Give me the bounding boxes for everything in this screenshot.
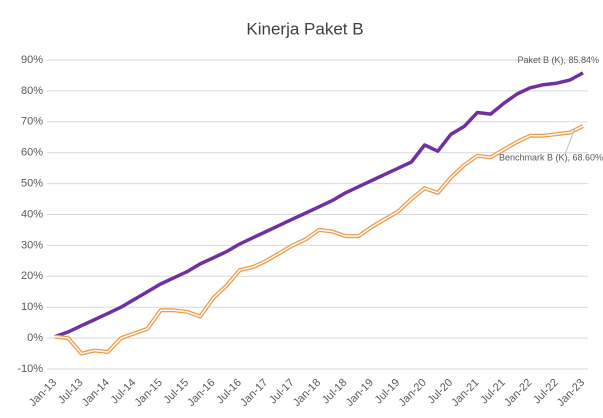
x-tick-label: Jan-22 <box>502 377 534 409</box>
series-line <box>54 71 584 339</box>
annotation: Benchmark B (K), 68.60% <box>499 153 603 163</box>
annotation: Paket B (K), 85.84% <box>517 55 599 65</box>
annotation-leader <box>564 127 576 155</box>
y-tick-label: 70% <box>21 116 43 128</box>
x-tick-label: Jan-16 <box>185 377 217 409</box>
y-tick-label: 0% <box>27 332 43 344</box>
y-tick-label: -10% <box>17 363 43 375</box>
x-tick-label: Jan-21 <box>449 377 481 409</box>
y-tick-label: 10% <box>21 301 43 313</box>
chart-title: Kinerja Paket B <box>246 19 363 38</box>
y-tick-label: 60% <box>21 147 43 159</box>
y-tick-label: 30% <box>21 239 43 251</box>
y-tick-label: 50% <box>21 178 43 190</box>
x-tick-label: Jan-23 <box>555 377 587 409</box>
y-tick-label: 90% <box>21 54 43 66</box>
y-tick-label: 40% <box>21 208 43 220</box>
x-tick-label: Jan-17 <box>238 377 270 409</box>
x-tick-label: Jan-19 <box>344 377 376 409</box>
y-tick-label: 20% <box>21 270 43 282</box>
x-tick-label: Jan-18 <box>291 377 323 409</box>
x-tick-label: Jan-20 <box>397 377 429 409</box>
y-tick-label: 80% <box>21 85 43 97</box>
x-tick-label: Jan-15 <box>133 377 165 409</box>
x-tick-label: Jan-14 <box>80 377 112 409</box>
series-line-inner <box>54 125 584 355</box>
x-tick-label: Jan-13 <box>27 377 59 409</box>
